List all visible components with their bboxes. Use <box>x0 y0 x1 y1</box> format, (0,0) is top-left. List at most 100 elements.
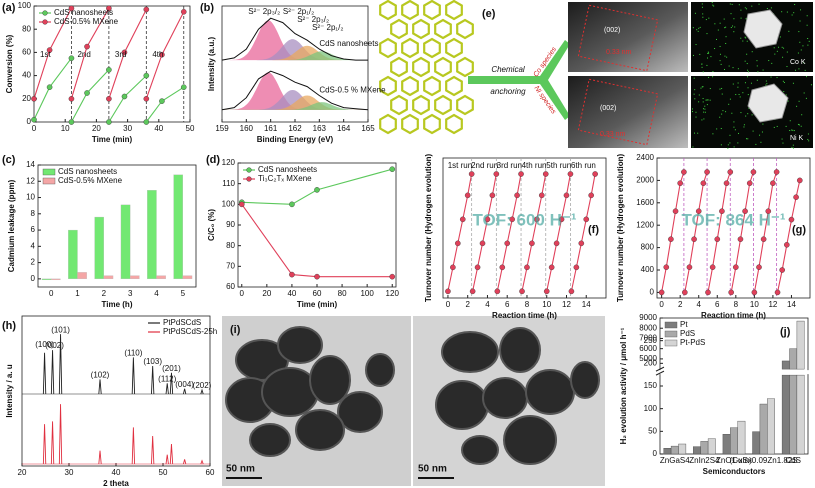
data-point <box>534 216 540 223</box>
eds-dot <box>752 130 754 132</box>
spacing-label: 0.33 nm <box>606 49 631 56</box>
peak-label: (004) <box>175 380 194 389</box>
data-point <box>464 192 471 199</box>
data-point <box>542 171 549 177</box>
eds-dot <box>757 71 759 73</box>
x-axis-label: Reaction time (h) <box>492 311 557 320</box>
eds-dot <box>698 27 700 29</box>
data-point <box>159 51 165 58</box>
legend-label: PtPdSCdS-25h <box>163 327 217 336</box>
x-tick-label: ZnGaS4 <box>660 456 690 465</box>
eds-dot <box>782 80 784 82</box>
eds-dot <box>762 69 764 71</box>
lattice-cell <box>379 0 397 21</box>
eds-dot <box>750 82 752 84</box>
eds-dot <box>720 63 722 65</box>
particle <box>499 327 541 373</box>
x-tick-label: 1 <box>75 289 80 298</box>
spectrum-line <box>221 17 368 61</box>
data-point <box>499 264 506 271</box>
bar-upper <box>789 348 798 370</box>
data-point <box>159 98 165 104</box>
data-point <box>121 93 128 100</box>
particle <box>365 353 395 387</box>
x-tick-label: 50 <box>159 468 168 477</box>
bar <box>730 427 738 455</box>
eds-dot <box>710 56 712 58</box>
eds-dot <box>729 3 731 5</box>
y-axis-label: H₂ evolution activity / μmol h⁻¹ <box>619 327 628 444</box>
data-point <box>592 171 598 177</box>
eds-dot <box>746 63 748 65</box>
data-point <box>543 288 550 295</box>
eds-dot <box>806 24 808 26</box>
particle <box>570 361 600 399</box>
y-tick-label: 5000 <box>639 354 657 363</box>
y-tick-label: 50 <box>648 426 657 435</box>
eds-dot <box>720 144 722 146</box>
eds-dot <box>798 68 800 70</box>
data-point <box>797 177 803 184</box>
legend-label: CdS nanosheets <box>54 8 113 17</box>
peak-label: (202) <box>193 381 212 390</box>
bar <box>693 446 701 455</box>
eds-dot <box>724 27 726 29</box>
eds-dot <box>779 36 781 38</box>
eds-dot <box>786 11 788 13</box>
bar <box>670 445 679 455</box>
eds-dot <box>702 97 704 99</box>
eds-dot <box>781 11 783 13</box>
x-tick-label: 0 <box>240 289 245 298</box>
x-tick-label: CdS <box>785 456 801 465</box>
lattice-box <box>577 4 659 72</box>
peak-label: S²⁻ 2p₁/₂ <box>283 7 314 16</box>
x-tick-label: 0 <box>49 289 54 298</box>
bar <box>752 431 761 455</box>
particle <box>503 415 557 465</box>
eds-dot <box>795 69 797 71</box>
x-axis-label: Binding Energy (eV) <box>257 135 334 144</box>
data-point <box>751 289 758 296</box>
x-axis-label: Time (min) <box>297 300 338 309</box>
x-tick-label: 4 <box>154 289 159 298</box>
series-label: CdS nanosheets <box>319 39 378 48</box>
eds-dot <box>743 124 745 126</box>
eds-dot <box>807 38 809 40</box>
eds-dot <box>713 5 715 7</box>
bar-lower <box>789 374 798 455</box>
eds-dot <box>706 64 708 66</box>
lattice-cell <box>379 75 397 97</box>
eds-dot <box>694 89 696 91</box>
bar <box>173 174 183 280</box>
eds-dot <box>729 142 731 144</box>
eds-dot <box>708 52 710 54</box>
eds-dot <box>789 120 791 122</box>
particle <box>482 377 528 419</box>
eds-dot <box>778 46 780 48</box>
eds-dot <box>733 146 735 148</box>
eds-dot <box>697 132 699 134</box>
bar <box>41 278 52 281</box>
data-point <box>529 240 535 247</box>
lattice-cell <box>445 0 463 21</box>
eds-dot <box>693 93 695 95</box>
data-point <box>553 240 560 247</box>
x-tick-label: 12 <box>562 300 571 309</box>
eds-dot <box>799 41 801 43</box>
scale-label: 50 nm <box>418 464 447 475</box>
eds-dot <box>702 101 704 103</box>
eds-dot <box>721 87 723 89</box>
eds-dot <box>744 82 746 84</box>
data-point <box>714 236 721 242</box>
y-tick-label: 0 <box>653 449 658 458</box>
legend-label: Pt <box>680 320 688 329</box>
x-tick-label: 30 <box>123 124 132 133</box>
diffraction-peak <box>131 357 136 395</box>
bar <box>147 190 157 280</box>
annotation: 5th run <box>546 161 571 170</box>
data-point <box>770 180 776 186</box>
eds-dot <box>708 17 710 19</box>
data-point <box>588 192 594 199</box>
peak-component <box>222 39 368 61</box>
data-point <box>31 116 37 123</box>
